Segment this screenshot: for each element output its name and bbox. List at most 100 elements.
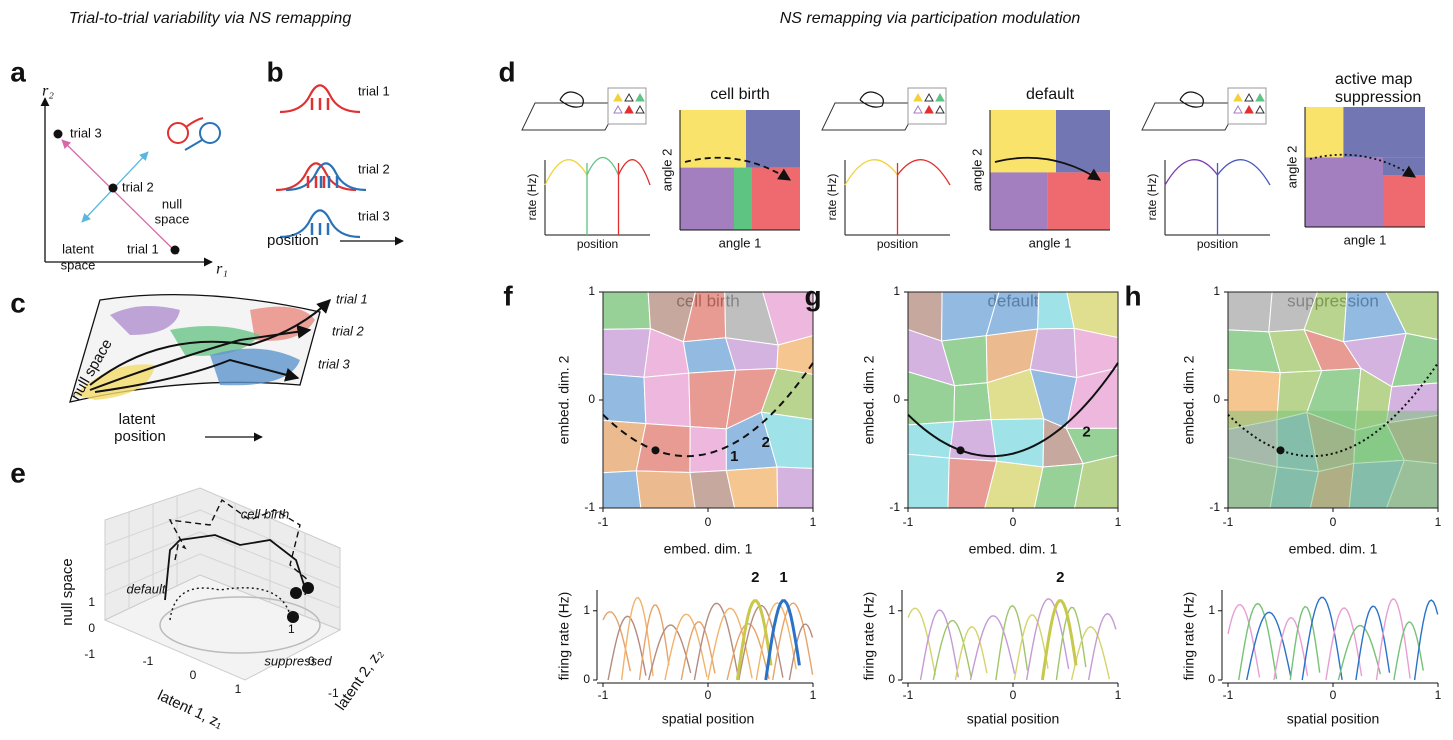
rate-curve (648, 624, 692, 681)
map-cell (689, 426, 727, 473)
point (1276, 446, 1285, 455)
rate-curve (932, 619, 972, 681)
rate-curve (844, 159, 899, 186)
header: Trial-to-trial variability via NS remapp… (69, 10, 352, 27)
neuron (199, 122, 221, 144)
point (108, 183, 118, 193)
label: trial 1 (336, 291, 368, 306)
map-cell (602, 328, 652, 378)
rate-curve (1289, 605, 1321, 681)
map-region (990, 172, 1048, 230)
label: 0 (190, 668, 197, 682)
label: firing rate (Hz) (1181, 592, 1197, 681)
label: trial 3 (358, 208, 390, 223)
label: firing rate (Hz) (861, 592, 877, 681)
rate-curve (1273, 616, 1309, 681)
label: space (155, 211, 190, 226)
rate-curve (1025, 598, 1070, 681)
arena (1141, 102, 1241, 131)
label: embed. dim. 1 (664, 541, 753, 557)
x-tick-label: -1 (598, 688, 609, 702)
map-region (1305, 157, 1383, 227)
label: angle 2 (1284, 146, 1299, 189)
trajectory (907, 362, 1119, 458)
panel-letter: c (10, 287, 26, 318)
cue (935, 92, 945, 102)
rate-curve (1070, 626, 1111, 681)
label: spatial position (967, 711, 1060, 727)
cue (635, 104, 645, 114)
map-cell (990, 418, 1045, 468)
rate-curve (693, 602, 740, 681)
cue (913, 104, 923, 114)
rate-curve (664, 613, 708, 681)
y-tick-label: 0 (583, 672, 590, 686)
label: position (114, 428, 166, 445)
point (290, 587, 302, 599)
label: spatial position (1287, 711, 1380, 727)
label: 2 (751, 569, 759, 586)
rate-curve (788, 623, 814, 681)
rate-curve (1413, 599, 1439, 681)
x-tick-label: 1 (1115, 688, 1122, 702)
curve-suppressed (169, 587, 291, 621)
mouse (859, 91, 884, 108)
rate-curve (1375, 597, 1411, 681)
rate-curve (954, 626, 988, 681)
map-region (752, 167, 800, 230)
x-tick-label: 1 (810, 515, 817, 529)
x-tick-label: 0 (705, 515, 712, 529)
cue (1244, 104, 1254, 114)
cue (613, 92, 623, 102)
null-axis (61, 139, 179, 255)
y-tick-label: -1 (584, 500, 595, 514)
mouse (559, 91, 584, 108)
rate-curve (707, 607, 753, 681)
y-tick-label: 0 (888, 672, 895, 686)
point (53, 129, 63, 139)
rate-curve (755, 602, 797, 681)
label: r₁ (216, 261, 228, 278)
x-tick-label: -1 (1223, 688, 1234, 702)
point (170, 245, 180, 255)
rate-curve (680, 621, 716, 681)
map-region (1047, 172, 1110, 230)
map-cell (635, 423, 691, 473)
cue (624, 92, 634, 102)
label: latent (62, 241, 94, 256)
arena (521, 102, 621, 131)
label: trial 1 (358, 83, 390, 98)
label: spatial position (662, 711, 755, 727)
rate-curve (1246, 611, 1292, 681)
x-tick-label: -1 (598, 515, 609, 529)
label: position (1197, 237, 1238, 251)
label: 0 (308, 654, 315, 668)
cue (1244, 92, 1254, 102)
trajectory (89, 299, 331, 386)
rate-curve (1164, 159, 1219, 186)
cue (635, 92, 645, 102)
x-tick-label: 1 (810, 688, 817, 702)
label: position (267, 232, 319, 249)
label: firing rate (Hz) (556, 592, 572, 681)
highlight-curve (735, 599, 773, 681)
point (956, 446, 965, 455)
rate-curve (1301, 596, 1343, 681)
rate-curve (620, 596, 654, 681)
label: 2 (1056, 569, 1064, 586)
shape (185, 117, 204, 128)
map-cell (635, 470, 696, 509)
label: cell birth (241, 506, 289, 521)
map-region (1056, 110, 1110, 173)
rate-curve (1355, 605, 1391, 681)
x-tick-label: 0 (1010, 688, 1017, 702)
label: 1 (288, 622, 295, 636)
map-region (1343, 107, 1425, 158)
trajectory (1309, 153, 1417, 178)
x-tick-label: 0 (1330, 515, 1337, 529)
y-tick-label: 1 (588, 284, 595, 298)
label: 1 (779, 569, 787, 586)
label: latent 2, z₂ (332, 646, 387, 714)
point (287, 611, 299, 623)
